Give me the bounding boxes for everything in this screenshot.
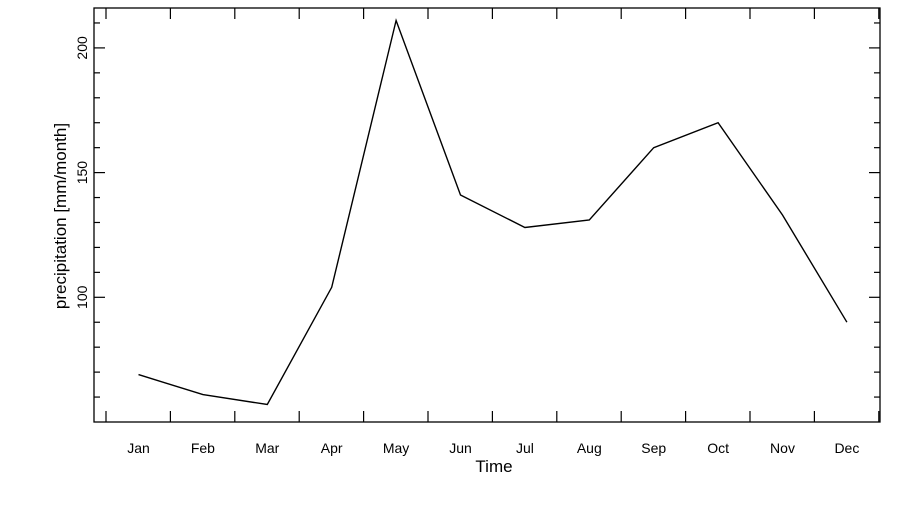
x-tick-label: Nov — [770, 440, 795, 456]
y-axis-title: precipitation [mm/month] — [51, 123, 70, 309]
y-tick-label: 150 — [74, 161, 90, 185]
x-tick-label: Jan — [127, 440, 150, 456]
x-tick-label: Aug — [577, 440, 602, 456]
y-tick-label: 200 — [74, 36, 90, 60]
x-tick-label: May — [383, 440, 409, 456]
x-tick-label: Mar — [255, 440, 279, 456]
series-line — [138, 18, 848, 406]
x-tick-label: Feb — [191, 440, 215, 456]
x-tick-label: Jul — [516, 440, 534, 456]
x-tick-label: Sep — [641, 440, 666, 456]
y-tick-label: 100 — [74, 285, 90, 309]
x-tick-label: Oct — [707, 440, 729, 456]
x-tick-label: Jun — [449, 440, 472, 456]
x-tick-label: Apr — [321, 440, 343, 456]
x-tick-label: Dec — [834, 440, 859, 456]
plot-frame — [93, 7, 881, 423]
x-axis-title: Time — [475, 457, 512, 476]
